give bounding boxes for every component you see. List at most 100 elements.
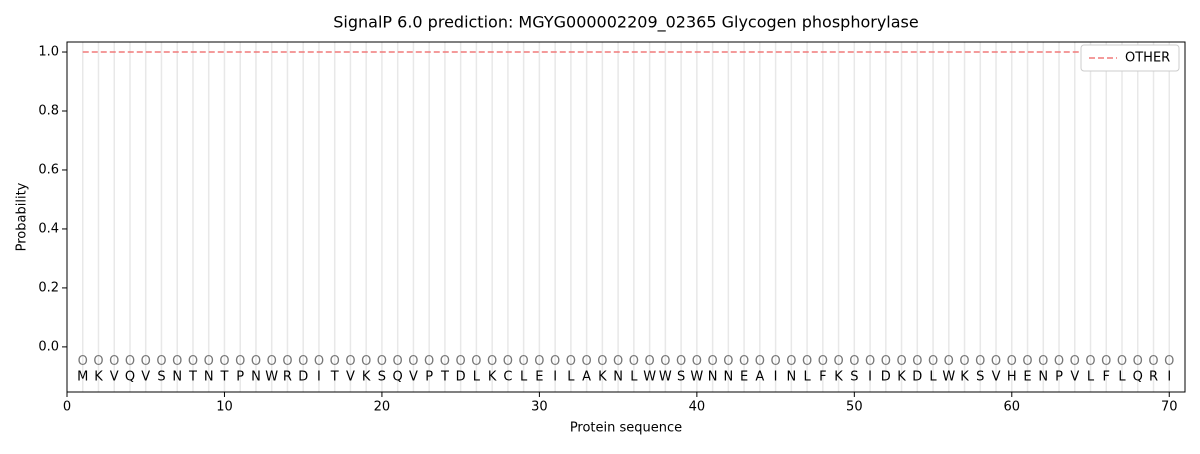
region-label: O (786, 354, 796, 369)
region-label: O (1164, 354, 1174, 369)
region-label: O (1054, 354, 1064, 369)
y-axis-label: Probability (15, 182, 30, 251)
region-label: O (125, 354, 135, 369)
region-label: O (251, 354, 261, 369)
region-label: O (408, 354, 418, 369)
x-tick-label: 70 (1161, 400, 1178, 415)
legend-box (1080, 44, 1180, 72)
region-label: O (692, 354, 702, 369)
region-label: O (1038, 354, 1048, 369)
residue-label: S (976, 370, 984, 385)
region-label: O (676, 354, 686, 369)
region-label: O (361, 354, 371, 369)
residue-label: E (1023, 370, 1031, 385)
residue-label: V (141, 370, 150, 385)
region-label: O (802, 354, 812, 369)
region-label: O (959, 354, 969, 369)
residue-label: K (960, 370, 969, 385)
residue-label: K (488, 370, 497, 385)
residue-label: W (659, 370, 672, 385)
residue-label: L (473, 370, 481, 385)
region-label: O (723, 354, 733, 369)
x-tick-label: 10 (216, 400, 233, 415)
region-label: O (566, 354, 576, 369)
region-label: O (818, 354, 828, 369)
region-label: O (156, 354, 166, 369)
residue-label: Q (393, 370, 403, 385)
residue-label: V (409, 370, 418, 385)
residue-label: N (613, 370, 623, 385)
region-label: O (928, 354, 938, 369)
region-label: O (456, 354, 466, 369)
residue-label: V (110, 370, 119, 385)
residue-label: D (912, 370, 922, 385)
region-label: O (1101, 354, 1111, 369)
region-label: O (1117, 354, 1127, 369)
residue-label: L (1118, 370, 1126, 385)
legend-label: OTHER (1125, 51, 1170, 66)
region-label: O (645, 354, 655, 369)
region-label: O (1133, 354, 1143, 369)
region-label: O (1085, 354, 1095, 369)
region-label: O (267, 354, 277, 369)
region-label: O (629, 354, 639, 369)
residue-label: W (942, 370, 955, 385)
residue-label: K (598, 370, 607, 385)
region-label: O (219, 354, 229, 369)
residue-label: S (378, 370, 386, 385)
region-label: O (204, 354, 214, 369)
residue-label: W (690, 370, 703, 385)
residue-label: N (1038, 370, 1048, 385)
region-label: O (975, 354, 985, 369)
region-label: O (865, 354, 875, 369)
region-label: O (345, 354, 355, 369)
residue-label: F (819, 370, 826, 385)
residue-label: A (582, 370, 591, 385)
region-label: O (93, 354, 103, 369)
residue-label: L (520, 370, 528, 385)
residue-label: D (456, 370, 466, 385)
residue-label: K (834, 370, 843, 385)
residue-label: N (723, 370, 733, 385)
y-tick-label: 0.0 (38, 339, 59, 354)
region-label: O (613, 354, 623, 369)
residue-label: P (236, 370, 244, 385)
residue-label: E (740, 370, 748, 385)
region-label: O (298, 354, 308, 369)
region-label: O (188, 354, 198, 369)
region-label: O (534, 354, 544, 369)
x-tick-label: 40 (689, 400, 706, 415)
region-label: O (881, 354, 891, 369)
residue-label: K (897, 370, 906, 385)
residue-label: R (1149, 370, 1158, 385)
y-tick-label: 1.0 (38, 45, 59, 60)
residue-label: P (1055, 370, 1063, 385)
residue-label: M (77, 370, 88, 385)
residue-label: L (929, 370, 937, 385)
residue-label: P (425, 370, 433, 385)
region-label: O (1148, 354, 1158, 369)
residue-label: L (630, 370, 638, 385)
residue-label: I (317, 370, 321, 385)
residue-label: C (503, 370, 512, 385)
residue-label: D (881, 370, 891, 385)
region-label: O (109, 354, 119, 369)
region-label: O (944, 354, 954, 369)
region-label: O (282, 354, 292, 369)
region-label: O (755, 354, 765, 369)
x-axis-label: Protein sequence (570, 421, 682, 436)
residue-label: A (755, 370, 764, 385)
residue-label: L (567, 370, 575, 385)
residue-label: T (219, 370, 228, 385)
residue-label: T (440, 370, 449, 385)
region-label: O (330, 354, 340, 369)
residue-label: F (1103, 370, 1110, 385)
residue-label: K (94, 370, 103, 385)
residue-label: S (850, 370, 858, 385)
region-label: O (377, 354, 387, 369)
region-label: O (660, 354, 670, 369)
residue-label: V (346, 370, 355, 385)
y-tick-label: 0.2 (38, 280, 59, 295)
x-tick-label: 20 (374, 400, 391, 415)
